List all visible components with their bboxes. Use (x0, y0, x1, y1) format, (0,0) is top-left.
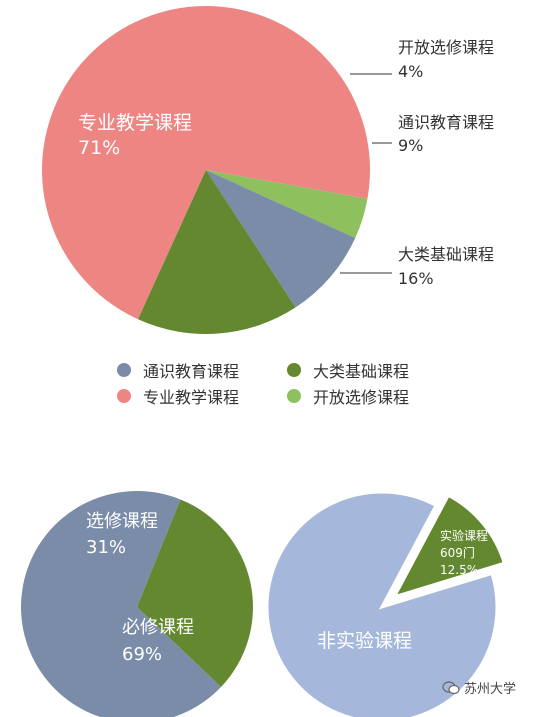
slice-label-必修课程: 必修课程 (122, 617, 194, 638)
legend-item-大类基础课程: 大类基础课程 (287, 360, 457, 381)
legend-label-大类基础课程: 大类基础课程 (313, 362, 410, 381)
pie-slice-选修课程 (137, 499, 253, 687)
legend-label-开放选修课程: 开放选修课程 (313, 388, 410, 407)
slice-label-开放选修课程: 开放选修课程 (398, 38, 494, 57)
legend-label-通识教育课程: 通识教育课程 (143, 362, 240, 381)
slice-percent-通识教育课程: 9% (398, 136, 423, 155)
slice-count-实验课程: 609门 (440, 545, 475, 560)
pie-chart-2-labels: 选修课程 31% 必修课程 69% (86, 511, 194, 665)
pie-chart-lab-courses (265, 490, 507, 717)
slice-percent-实验课程: 12.5% (440, 563, 478, 577)
slice-label-非实验课程: 非实验课程 (317, 630, 412, 652)
legend-item-通识教育课程: 通识教育课程 (117, 360, 287, 381)
slice-percent-专业教学课程: 71% (78, 137, 120, 159)
slice-label-大类基础课程: 大类基础课程 (398, 245, 494, 264)
legend-swatch-通识教育课程 (117, 363, 131, 377)
pie-chart-3-labels: 实验课程 609门 12.5% 非实验课程 (317, 528, 488, 652)
legend-swatch-开放选修课程 (287, 389, 301, 403)
pie-chart-1-labels: 专业教学课程 71% 开放选修课程 4% 通识教育课程 9% 大类基础课程 16… (78, 38, 494, 288)
legend-swatch-专业教学课程 (117, 389, 131, 403)
pie-chart-required-vs-elective (21, 491, 253, 717)
pie-chart-1-legend: 通识教育课程 大类基础课程 专业教学课程 开放选修课程 (117, 360, 457, 407)
pie-chart-course-categories (42, 5, 371, 334)
slice-label-专业教学课程: 专业教学课程 (78, 112, 192, 134)
watermark: 苏州大学 (442, 678, 516, 697)
legend-label-专业教学课程: 专业教学课程 (143, 388, 240, 407)
pie-slice-实验课程 (391, 493, 507, 600)
slice-percent-大类基础课程: 16% (398, 269, 434, 288)
pie-slice-必修课程 (21, 491, 221, 717)
pie-slice-开放选修课程 (206, 170, 368, 239)
pie-slice-大类基础课程 (137, 170, 296, 334)
legend-item-开放选修课程: 开放选修课程 (287, 386, 457, 407)
slice-percent-开放选修课程: 4% (398, 62, 423, 81)
pie-slice-通识教育课程 (206, 170, 356, 308)
pie-slice-专业教学课程 (42, 5, 371, 320)
watermark-text: 苏州大学 (464, 682, 517, 697)
slice-label-实验课程: 实验课程 (440, 528, 488, 543)
slice-label-选修课程: 选修课程 (86, 511, 158, 532)
slice-percent-选修课程: 31% (86, 537, 126, 558)
slice-percent-必修课程: 69% (122, 644, 162, 665)
wechat-icon (442, 680, 460, 694)
slice-label-通识教育课程: 通识教育课程 (398, 113, 494, 132)
pie-slice-非实验课程 (265, 490, 499, 717)
legend-item-专业教学课程: 专业教学课程 (117, 386, 287, 407)
legend-swatch-大类基础课程 (287, 363, 301, 377)
